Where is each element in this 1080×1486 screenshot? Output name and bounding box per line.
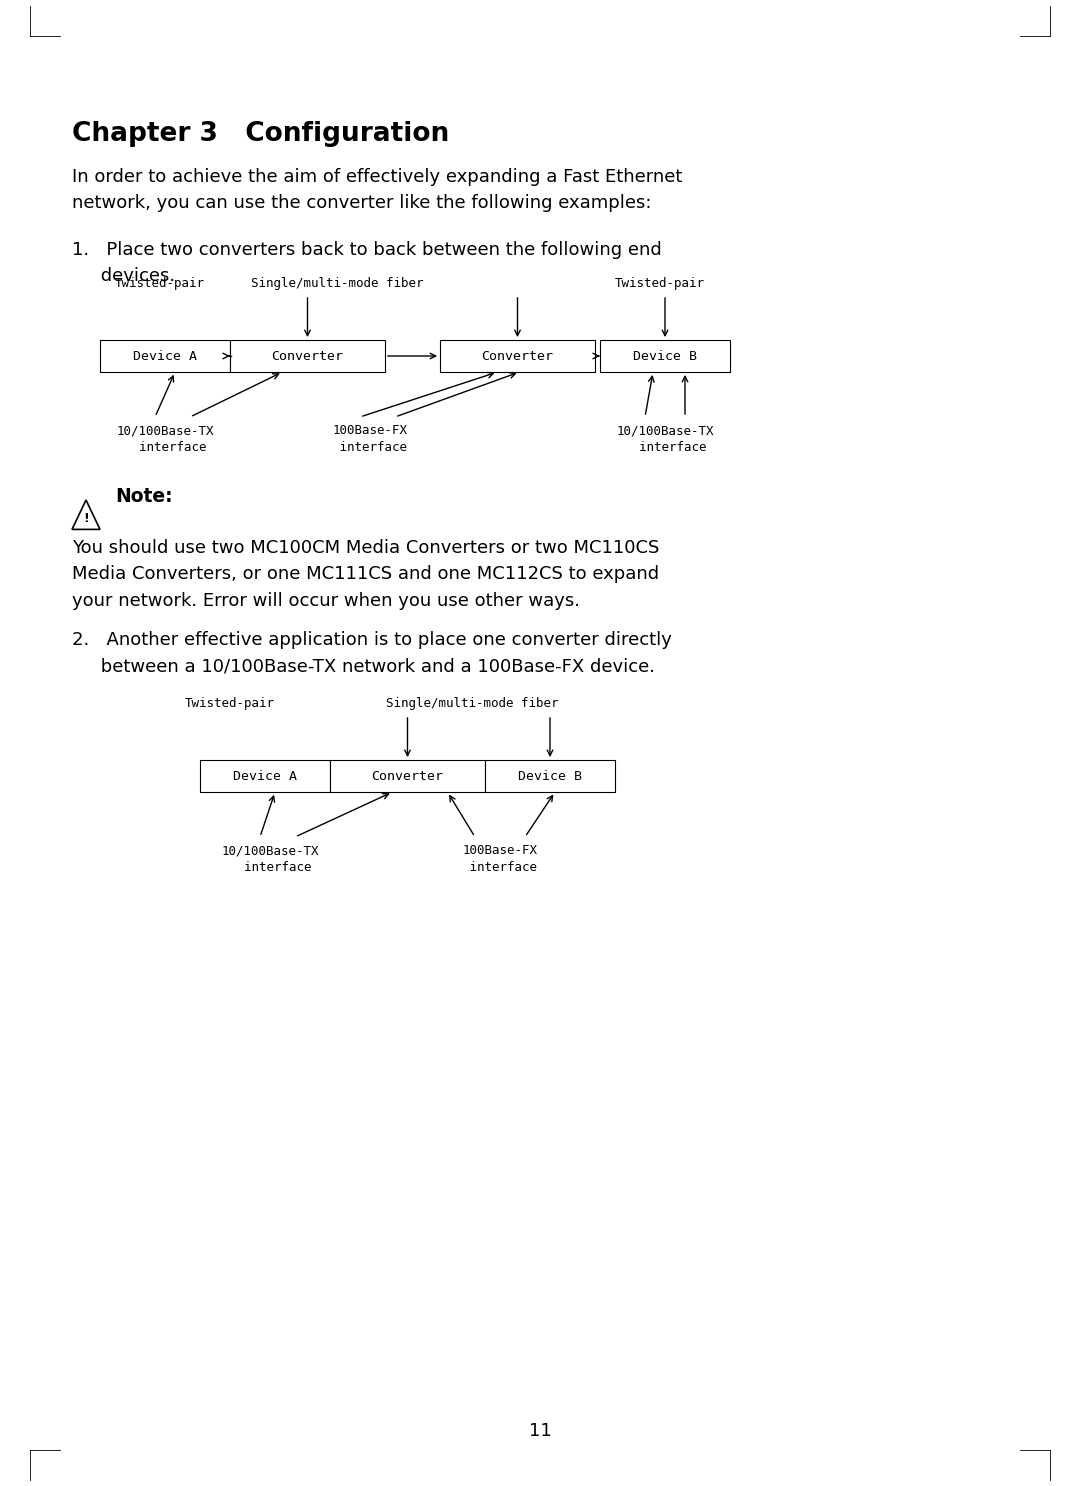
FancyBboxPatch shape xyxy=(485,759,615,792)
Text: In order to achieve the aim of effectively expanding a Fast Ethernet
network, yo: In order to achieve the aim of effective… xyxy=(72,168,683,212)
Text: 11: 11 xyxy=(528,1422,552,1440)
Text: 100Base-FX
 interface: 100Base-FX interface xyxy=(462,844,538,874)
Text: Chapter 3   Configuration: Chapter 3 Configuration xyxy=(72,120,449,147)
Text: Converter: Converter xyxy=(372,770,444,783)
Text: 10/100Base-TX
  interface: 10/100Base-TX interface xyxy=(117,424,214,455)
Text: Converter: Converter xyxy=(271,349,343,363)
Text: Note:: Note: xyxy=(114,486,173,505)
Text: 1.   Place two converters back to back between the following end
     devices.: 1. Place two converters back to back bet… xyxy=(72,241,662,285)
FancyBboxPatch shape xyxy=(330,759,485,792)
Text: 10/100Base-TX
  interface: 10/100Base-TX interface xyxy=(221,844,319,874)
Text: You should use two MC100CM Media Converters or two MC110CS
Media Converters, or : You should use two MC100CM Media Convert… xyxy=(72,539,660,609)
Text: Device B: Device B xyxy=(518,770,582,783)
Text: 100Base-FX
 interface: 100Base-FX interface xyxy=(333,424,407,455)
Text: Converter: Converter xyxy=(482,349,554,363)
FancyBboxPatch shape xyxy=(230,340,384,372)
Text: Twisted-pair: Twisted-pair xyxy=(114,276,205,290)
Text: !: ! xyxy=(83,513,89,526)
Text: Single/multi-mode fiber: Single/multi-mode fiber xyxy=(252,276,423,290)
Text: Twisted-pair: Twisted-pair xyxy=(185,697,275,710)
Text: 10/100Base-TX
  interface: 10/100Base-TX interface xyxy=(617,424,714,455)
FancyBboxPatch shape xyxy=(200,759,330,792)
FancyBboxPatch shape xyxy=(600,340,730,372)
Text: 2.   Another effective application is to place one converter directly
     betwe: 2. Another effective application is to p… xyxy=(72,632,672,676)
Text: Device B: Device B xyxy=(633,349,697,363)
FancyBboxPatch shape xyxy=(100,340,230,372)
Text: Twisted-pair: Twisted-pair xyxy=(615,276,705,290)
Text: Device A: Device A xyxy=(133,349,197,363)
Text: Device A: Device A xyxy=(233,770,297,783)
Text: Single/multi-mode fiber: Single/multi-mode fiber xyxy=(387,697,558,710)
FancyBboxPatch shape xyxy=(440,340,595,372)
